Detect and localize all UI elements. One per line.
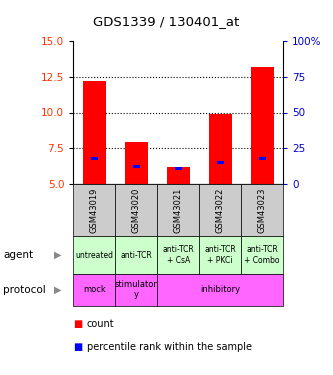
Text: GSM43022: GSM43022 — [215, 188, 225, 232]
Bar — [208, 114, 232, 184]
Text: untreated: untreated — [75, 251, 113, 260]
Text: GSM43019: GSM43019 — [90, 188, 99, 232]
Text: GSM43023: GSM43023 — [257, 187, 267, 233]
Text: agent: agent — [3, 250, 33, 260]
Text: ▶: ▶ — [54, 285, 62, 295]
Bar — [259, 156, 265, 160]
Text: anti-TCR
+ PKCi: anti-TCR + PKCi — [204, 245, 236, 265]
Text: ■: ■ — [73, 342, 83, 352]
Text: GDS1339 / 130401_at: GDS1339 / 130401_at — [93, 15, 240, 28]
Bar — [91, 156, 98, 160]
Text: ■: ■ — [73, 320, 83, 329]
Text: stimulator
y: stimulator y — [115, 280, 158, 299]
Text: ▶: ▶ — [54, 250, 62, 260]
Text: anti-TCR
+ Combo: anti-TCR + Combo — [244, 245, 280, 265]
Bar — [166, 166, 190, 184]
Bar — [133, 165, 140, 168]
Text: mock: mock — [83, 285, 106, 294]
Text: count: count — [87, 320, 114, 329]
Bar — [83, 81, 106, 184]
Text: anti-TCR: anti-TCR — [120, 251, 152, 260]
Text: percentile rank within the sample: percentile rank within the sample — [87, 342, 251, 352]
Text: protocol: protocol — [3, 285, 46, 295]
Text: anti-TCR
+ CsA: anti-TCR + CsA — [162, 245, 194, 265]
Bar — [250, 67, 274, 184]
Bar — [125, 142, 148, 184]
Text: GSM43021: GSM43021 — [173, 188, 183, 232]
Text: GSM43020: GSM43020 — [132, 188, 141, 232]
Bar — [175, 166, 181, 170]
Text: inhibitory: inhibitory — [200, 285, 240, 294]
Bar — [217, 161, 223, 164]
